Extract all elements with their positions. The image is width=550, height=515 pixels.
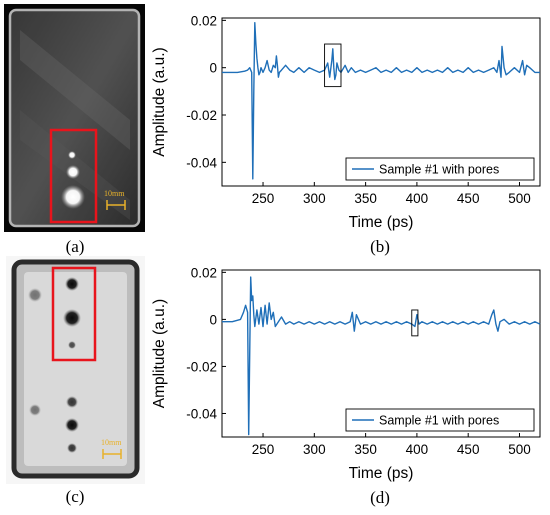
y-tick-label: -0.04 [186,155,217,170]
x-tick-label: 300 [303,191,326,206]
y-axis-label: Amplitude (a.u.) [151,299,168,408]
chart-d: 250 300 350 400 450 500 0.02 0 -0.02 -0.04 Time (p… [151,265,541,482]
y-tick-label: -0.02 [186,108,217,123]
y-tick-label: 0 [209,312,217,327]
x-tick-label: 400 [406,191,429,206]
pore-dots-a [61,151,85,209]
x-tick-label: 350 [354,191,377,206]
annotation-box [324,43,342,88]
panel-c-image: 10mm [6,256,145,484]
scale-label-a: 10mm [104,189,125,198]
annotation-box [411,309,419,337]
x-tick-label: 300 [303,442,326,457]
scale-bar-a: 10mm [104,189,126,210]
caption-b: (b) [370,237,390,256]
legend-entry: Sample #1 with pores [379,414,499,428]
x-tick-label: 400 [406,442,429,457]
plot-frame [221,17,541,187]
y-tick-label: -0.04 [186,406,217,421]
x-tick-label: 250 [252,191,275,206]
y-tick-label: 0 [209,61,217,76]
series-line [222,276,541,436]
y-axis-label: Amplitude (a.u.) [151,47,168,156]
y-tick-label: 0.02 [191,265,217,280]
pore-dots-c [28,277,81,453]
x-tick-label: 350 [354,442,377,457]
plot-frame [221,269,541,438]
caption-c: (c) [66,487,85,506]
scale-bar-c: 10mm [101,438,122,459]
caption-d: (d) [370,488,390,507]
x-tick-label: 450 [457,191,480,206]
x-tick-label: 450 [457,442,480,457]
series-line [222,22,540,180]
x-axis-label: Time (ps) [349,214,414,231]
scale-label-c: 10mm [101,438,122,447]
panel-a-image: 10mm [4,4,145,232]
y-tick-label: -0.02 [186,359,217,374]
x-tick-label: 250 [252,442,275,457]
x-tick-label: 500 [508,442,531,457]
caption-a: (a) [66,237,85,256]
highlight-box-c [51,266,97,362]
legend-box [345,408,535,432]
legend-entry: Sample #1 with pores [379,163,499,177]
legend-box [345,157,535,181]
highlight-box-a [49,128,98,224]
chart-b: 250 300 350 400 450 500 0.02 0 -0.02 -0.04 Time (p… [151,13,541,231]
y-tick-label: 0.02 [191,13,217,28]
x-tick-label: 500 [508,191,531,206]
x-axis-label: Time (ps) [349,465,414,482]
